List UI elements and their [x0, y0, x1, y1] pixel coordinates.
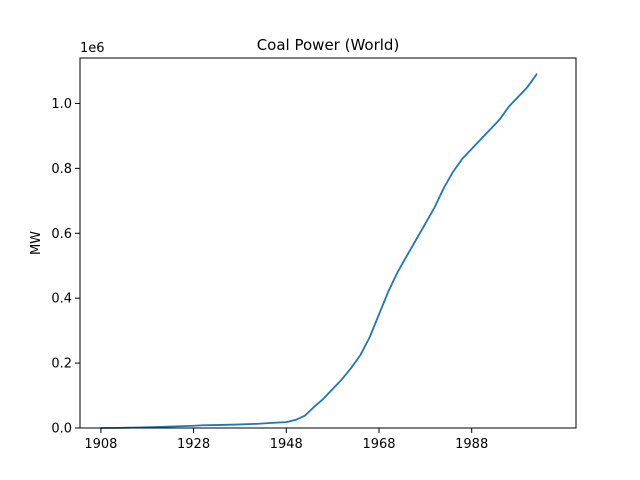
x-tick-label: 1968: [362, 437, 395, 452]
y-tick-label: 1.0: [51, 97, 72, 112]
y-axis-label: MW: [29, 231, 44, 255]
axes-frame: [79, 57, 577, 429]
x-tick-label: 1948: [270, 437, 303, 452]
y-tick-label: 0.8: [51, 162, 72, 177]
x-tick-label: 1928: [177, 437, 210, 452]
chart-title: Coal Power (World): [257, 36, 400, 54]
x-tick-label: 1988: [455, 437, 488, 452]
y-tick-label: 0.4: [51, 292, 72, 307]
x-axis-ticks: 1908 1928 1948 1968 1988: [84, 428, 488, 452]
y-tick-label: 0.2: [51, 357, 72, 372]
x-tick-label: 1908: [84, 437, 117, 452]
y-offset-label: 1e6: [80, 41, 105, 56]
y-tick-label: 0.6: [51, 227, 72, 242]
y-tick-label: 0.0: [51, 422, 72, 437]
y-axis-ticks: 0.0 0.2 0.4 0.6 0.8 1.0: [51, 97, 80, 437]
plot-area: [99, 73, 538, 429]
series-line: [99, 73, 538, 429]
